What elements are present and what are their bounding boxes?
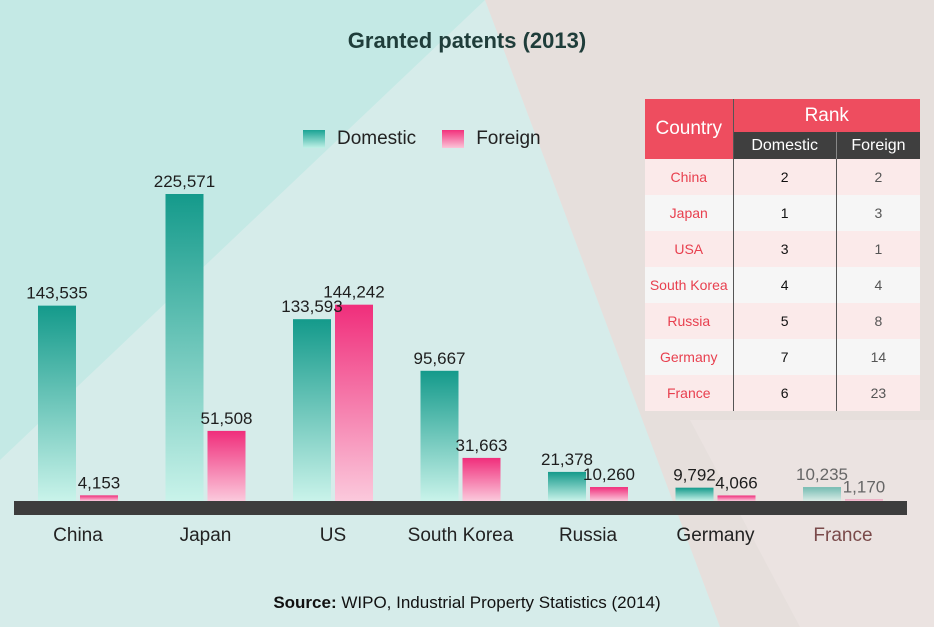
legend-label-domestic: Domestic bbox=[337, 128, 417, 149]
data-label-domestic-france: 10,235 bbox=[796, 465, 848, 484]
legend: Domestic Foreign bbox=[303, 128, 541, 150]
rank-domestic: 7 bbox=[733, 339, 837, 375]
rank-foreign: 8 bbox=[836, 303, 920, 339]
data-label-domestic-russia: 21,378 bbox=[541, 450, 593, 469]
data-label-foreign-germany: 4,066 bbox=[715, 473, 758, 492]
bar-foreign-germany bbox=[717, 495, 756, 501]
x-tick-label-germany: Germany bbox=[676, 525, 755, 546]
x-tick-label-china: China bbox=[53, 525, 103, 546]
rank-country: South Korea bbox=[645, 267, 734, 303]
bar-foreign-russia bbox=[590, 487, 628, 501]
bar-domestic-france bbox=[803, 487, 841, 501]
bar-domestic-germany bbox=[675, 487, 714, 501]
rank-table-header-rank: Rank bbox=[733, 99, 920, 132]
rank-table-row: Russia 5 8 bbox=[645, 303, 920, 339]
legend-swatch-domestic bbox=[303, 130, 325, 148]
bar-foreign-france bbox=[845, 499, 883, 501]
rank-domestic: 2 bbox=[733, 159, 837, 195]
rank-foreign: 2 bbox=[836, 159, 920, 195]
x-axis-baseline bbox=[14, 501, 907, 515]
bar-domestic-china bbox=[38, 305, 76, 501]
bar-domestic-russia bbox=[548, 471, 586, 501]
bar-foreign-south-korea bbox=[462, 457, 501, 501]
legend-swatch-foreign bbox=[442, 130, 465, 148]
rank-country: France bbox=[645, 375, 734, 411]
bar-foreign-japan bbox=[207, 430, 246, 501]
chart-title: Granted patents (2013) bbox=[347, 28, 587, 53]
x-tick-label-us: US bbox=[320, 525, 346, 546]
x-tick-label-japan: Japan bbox=[180, 525, 232, 546]
rank-country: Japan bbox=[645, 195, 734, 231]
data-label-domestic-japan: 225,571 bbox=[154, 172, 215, 191]
rank-table-header-foreign: Foreign bbox=[836, 132, 920, 159]
data-label-domestic-south-korea: 95,667 bbox=[414, 349, 466, 368]
rank-table-header-country: Country bbox=[645, 99, 734, 159]
x-tick-label-france: France bbox=[813, 525, 872, 546]
rank-foreign: 1 bbox=[836, 231, 920, 267]
rank-foreign: 23 bbox=[836, 375, 920, 411]
rank-table-row: Germany 7 14 bbox=[645, 339, 920, 375]
source-label: Source: bbox=[273, 593, 337, 612]
data-label-domestic-china: 143,535 bbox=[26, 284, 87, 303]
rank-table-row: South Korea 4 4 bbox=[645, 267, 920, 303]
rank-table-row: France 6 23 bbox=[645, 375, 920, 411]
source-note: Source: WIPO, Industrial Property Statis… bbox=[0, 593, 934, 613]
data-label-foreign-us: 144,242 bbox=[323, 283, 384, 302]
rank-country: USA bbox=[645, 231, 734, 267]
data-label-foreign-japan: 51,508 bbox=[201, 409, 253, 428]
rank-domestic: 4 bbox=[733, 267, 837, 303]
x-tick-label-south-korea: South Korea bbox=[408, 525, 514, 546]
rank-country: Russia bbox=[645, 303, 734, 339]
data-label-foreign-france: 1,170 bbox=[843, 477, 886, 496]
x-tick-label-russia: Russia bbox=[559, 525, 618, 546]
rank-country: China bbox=[645, 159, 734, 195]
data-label-domestic-us: 133,593 bbox=[281, 297, 342, 316]
rank-foreign: 4 bbox=[836, 267, 920, 303]
rank-country: Germany bbox=[645, 339, 734, 375]
rank-domestic: 6 bbox=[733, 375, 837, 411]
data-label-foreign-south-korea: 31,663 bbox=[456, 436, 508, 455]
bar-domestic-us bbox=[293, 319, 331, 501]
rank-table-row: USA 3 1 bbox=[645, 231, 920, 267]
bar-domestic-south-korea bbox=[420, 370, 459, 501]
legend-label-foreign: Foreign bbox=[476, 128, 541, 149]
data-label-domestic-germany: 9,792 bbox=[673, 466, 716, 485]
data-label-foreign-russia: 10,260 bbox=[583, 465, 635, 484]
rank-table-row: Japan 1 3 bbox=[645, 195, 920, 231]
rank-domestic: 1 bbox=[733, 195, 837, 231]
rank-table: Country Rank Domestic Foreign China 2 2 … bbox=[645, 99, 920, 411]
rank-domestic: 5 bbox=[733, 303, 837, 339]
bar-foreign-us bbox=[335, 304, 373, 501]
bar-domestic-japan bbox=[165, 194, 204, 501]
source-text: WIPO, Industrial Property Statistics (20… bbox=[336, 593, 661, 612]
rank-table-row: China 2 2 bbox=[645, 159, 920, 195]
rank-foreign: 14 bbox=[836, 339, 920, 375]
rank-domestic: 3 bbox=[733, 231, 837, 267]
bar-foreign-china bbox=[80, 495, 118, 501]
data-label-foreign-china: 4,153 bbox=[78, 473, 121, 492]
rank-table-header-domestic: Domestic bbox=[733, 132, 837, 159]
rank-foreign: 3 bbox=[836, 195, 920, 231]
